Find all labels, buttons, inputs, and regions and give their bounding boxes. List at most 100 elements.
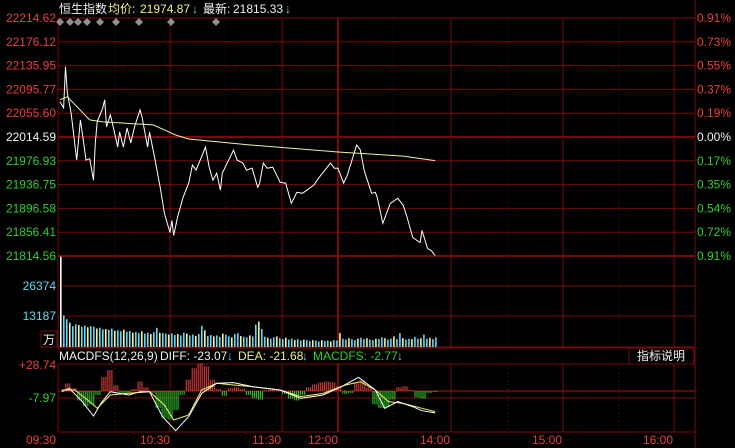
volume-bar (72, 326, 74, 347)
volume-bar (174, 335, 176, 347)
event-marker-diamond-icon[interactable] (112, 18, 120, 26)
volume-bar (183, 332, 185, 347)
event-marker-diamond-icon[interactable] (66, 18, 74, 26)
price-axis-label: 22014.59 (6, 130, 56, 144)
volume-bar (222, 333, 224, 347)
volume-bar (366, 338, 368, 347)
price-axis-left: 22214.62 22176.12 22135.95 22095.77 22055.60… (6, 11, 56, 263)
volume-bar (186, 333, 188, 347)
event-marker-diamond-icon[interactable] (212, 18, 220, 26)
volume-bar (264, 336, 266, 347)
price-axis-label: 21856.41 (6, 225, 56, 239)
macd-header: MACDFS(12,26,9) DIFF: -23.07 ↓ DEA: -21.… (59, 349, 403, 363)
volume-bar (126, 331, 128, 347)
macd-diff-value: DIFF: -23.07 (160, 349, 228, 363)
volume-bar (429, 337, 431, 347)
percent-axis-label: 0.19% (697, 106, 731, 120)
event-marker-diamond-icon[interactable] (56, 18, 64, 26)
volume-bar (162, 333, 164, 347)
avg-label: 均价: (108, 2, 135, 16)
volume-bar (132, 332, 134, 347)
volume-bar (258, 321, 260, 347)
volume-bar (402, 338, 404, 347)
time-label-1500: 15:00 (532, 433, 562, 447)
volume-bar (228, 336, 230, 347)
volume-bar (120, 331, 122, 347)
volume-bar (168, 334, 170, 347)
diff-line (61, 376, 436, 432)
volume-bar (330, 341, 332, 347)
volume-bar (291, 338, 293, 347)
volume-bar (171, 333, 173, 347)
indicator-help-label[interactable]: 指标说明 (637, 348, 685, 363)
event-marker-diamond-icon[interactable] (83, 18, 91, 26)
macdfs-value: MACDFS: -2.77 (313, 349, 398, 363)
volume-label-1: 26374 (23, 279, 57, 293)
price-axis-label: 22214.62 (6, 11, 56, 25)
volume-bar (90, 326, 92, 347)
volume-bar (240, 335, 242, 347)
volume-bar (288, 339, 290, 347)
volume-bar (96, 328, 98, 347)
event-marker-diamond-icon[interactable] (74, 18, 82, 26)
event-marker-diamond-icon[interactable] (167, 18, 175, 26)
last-down-arrow-icon: ↓ (285, 2, 291, 16)
volume-bar (294, 340, 296, 347)
volume-bar (201, 325, 203, 347)
volume-bar (261, 329, 263, 347)
price-header: 恒生指数 均价: 21974.87 ↓ 最新: 21815.33 ↓ (59, 1, 291, 16)
volume-bar (267, 337, 269, 347)
percent-axis-label: 0.00% (697, 130, 731, 144)
volume-bar (303, 339, 305, 347)
volume-bar (219, 336, 221, 347)
event-marker-diamond-icon[interactable] (96, 18, 104, 26)
volume-bar (324, 341, 326, 347)
volume-bar (327, 340, 329, 347)
volume-bar (66, 319, 68, 347)
macdfs-down-arrow-icon: ↓ (397, 349, 403, 363)
volume-bar (300, 340, 302, 347)
volume-bar (165, 333, 167, 347)
volume-bar (93, 326, 95, 347)
volume-bar (153, 332, 155, 347)
volume-bar (141, 331, 143, 347)
last-label: 最新: (203, 1, 230, 16)
volume-bar (177, 334, 179, 347)
indicator-help-button[interactable]: 指标说明 (628, 347, 695, 365)
volume-bar (426, 338, 428, 347)
volume-bar (348, 338, 350, 347)
volume-bar (276, 336, 278, 347)
volume-bar (99, 327, 101, 347)
volume-bar (414, 336, 416, 347)
time-label-0930: 09:30 (26, 433, 56, 447)
volume-bar (252, 336, 254, 347)
macd-title: MACDFS(12,26,9) (59, 349, 158, 363)
volume-bar (249, 335, 251, 347)
volume-bar (372, 340, 374, 347)
price-axis-label: 22135.95 (6, 59, 56, 73)
volume-bar (243, 336, 245, 347)
volume-bar (393, 336, 395, 347)
price-axis-label: 21976.93 (6, 154, 56, 168)
volume-bar (423, 334, 425, 347)
event-markers[interactable] (56, 18, 220, 26)
time-label-1400: 14:00 (420, 433, 450, 447)
volume-bar (144, 333, 146, 347)
event-marker-diamond-icon[interactable] (135, 18, 143, 26)
volume-bar (387, 339, 389, 347)
volume-bar (210, 335, 212, 347)
percent-axis-label: 0.72% (697, 225, 731, 239)
price-line (59, 66, 436, 256)
volume-bar (123, 329, 125, 347)
volume-bar (333, 340, 335, 347)
volume-bar (411, 339, 413, 347)
volume-bar (150, 334, 152, 347)
volume-bar (309, 341, 311, 347)
percent-axis-label: 0.17% (697, 154, 731, 168)
volume-bar (60, 256, 62, 347)
volume-bar (105, 329, 107, 347)
macd-axis-mid: -7.97 (29, 391, 57, 405)
volume-bar (156, 327, 158, 347)
